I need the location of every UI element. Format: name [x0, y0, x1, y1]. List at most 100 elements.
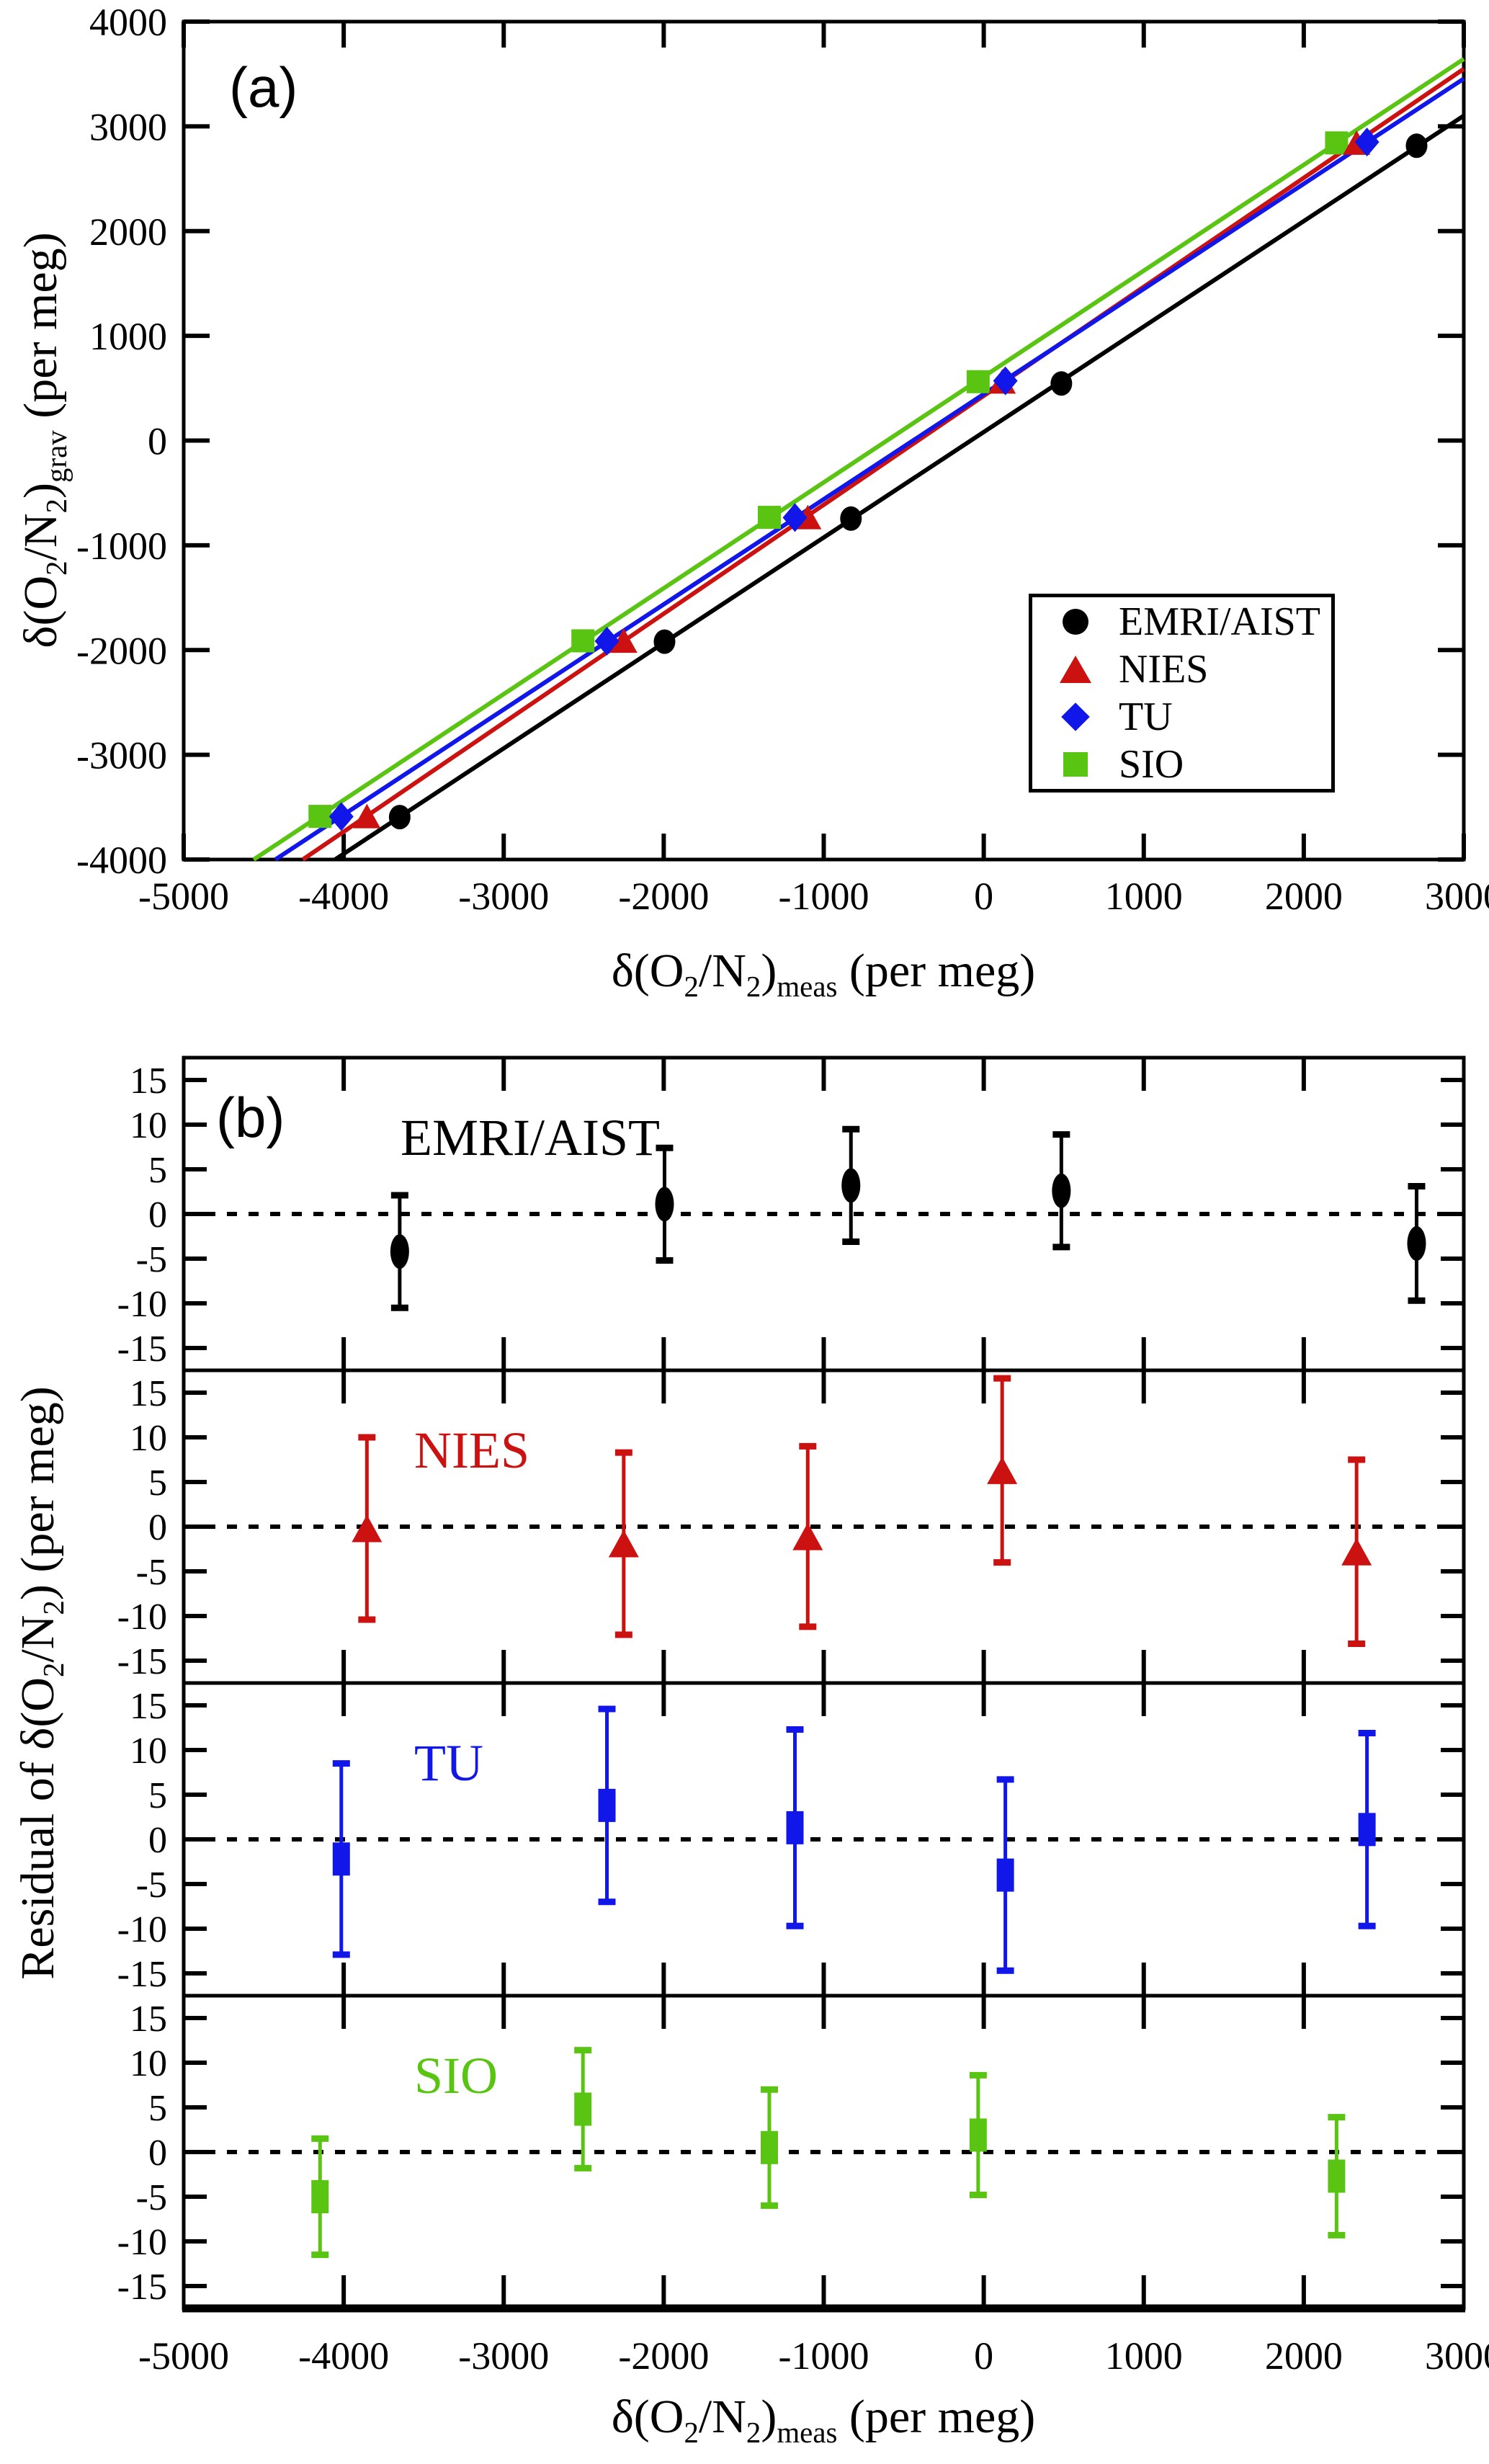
panel-b-y-tick-label: 0	[148, 1820, 167, 1861]
data-point-marker	[388, 805, 411, 830]
panel-a-x-tick-label: 3000	[1425, 875, 1489, 918]
legend: EMRI/AIST NIES TU SIO	[1029, 594, 1335, 793]
panel-a-y-tick-label: -1000	[76, 525, 167, 568]
label-subscript: 2	[746, 2416, 761, 2450]
diamond-marker-icon	[1032, 702, 1119, 731]
panel-b-x-tick-label: 0	[974, 2334, 993, 2378]
panel-a-letter: (a)	[229, 55, 298, 119]
panel-b-y-tick-label: 5	[148, 2088, 167, 2129]
panel-b-y-tick-label: 0	[148, 1195, 167, 1236]
data-point-marker	[782, 503, 808, 532]
data-point-marker	[609, 628, 638, 653]
data-point-marker	[786, 1811, 804, 1844]
panel-a-series-SIO	[252, 57, 1465, 862]
fit-line	[334, 114, 1465, 862]
panel-a-x-tick-label: -5000	[138, 875, 229, 918]
label-text: /N	[11, 1615, 64, 1663]
label-text: /N	[14, 513, 67, 561]
label-text: Residual of δ(O	[11, 1677, 64, 1980]
panel-b-series-label-SIO: SIO	[414, 2047, 498, 2104]
panel-b-y-tick-label: -5	[136, 1239, 167, 1280]
data-point-marker	[390, 1234, 409, 1269]
label-text: δ(O	[611, 945, 684, 997]
panel-b-y-tick-label: 10	[130, 1418, 167, 1459]
fit-line	[301, 67, 1465, 862]
data-point-marker	[993, 366, 1018, 396]
panel-b-x-tick-label: -3000	[458, 2334, 549, 2378]
panel-b-plot: 151050-5-10-15151050-5-10-15151050-5-10-…	[117, 1055, 1489, 2378]
panel-b-y-tick-label: 5	[148, 1150, 167, 1191]
panel-b-y-tick-label: 15	[130, 1686, 167, 1727]
data-point-marker	[1328, 2159, 1346, 2193]
panel-a-markers-TU	[328, 128, 1380, 831]
label-subscript: 2	[746, 970, 761, 1004]
legend-item-EMRI-AIST: EMRI/AIST	[1032, 599, 1331, 645]
label-text: (per meg)	[837, 2391, 1036, 2443]
data-point-marker	[608, 1530, 639, 1558]
panel-b-y-tick-label: 5	[148, 1463, 167, 1504]
data-point-marker	[594, 626, 620, 656]
panel-a-x-tick-label: -4000	[298, 875, 389, 918]
panel-b-x-tick-label: 1000	[1105, 2334, 1183, 2378]
square-marker-icon	[1032, 752, 1119, 777]
legend-label: EMRI/AIST	[1119, 599, 1320, 644]
data-point-marker	[966, 370, 990, 393]
panel-a-x-tick-label: -2000	[618, 875, 709, 918]
panel-b-x-tick-label: 3000	[1425, 2334, 1489, 2378]
data-point-marker	[571, 629, 595, 653]
panel-b-y-tick-label: 15	[130, 1061, 167, 1102]
panel-b-y-tick-label: 15	[130, 1373, 167, 1414]
panel-a-y-tick-label: 4000	[89, 1, 167, 44]
data-point-marker	[1325, 131, 1349, 155]
panel-b-y-tick-label: 10	[130, 1105, 167, 1146]
panel-b-x-tick-label: -5000	[138, 2334, 229, 2378]
data-point-marker	[655, 1187, 674, 1222]
panel-a-y-tick-label: 2000	[89, 210, 167, 254]
panel-b-x-tick-label: 2000	[1265, 2334, 1343, 2378]
data-point-marker	[653, 629, 676, 654]
panel-a-series-NIES	[301, 67, 1465, 862]
data-point-marker	[1050, 371, 1073, 396]
label-subscript: 2	[37, 1600, 71, 1615]
label-subscript: meas	[777, 2416, 838, 2450]
panel-b-x-tick-label: -2000	[618, 2334, 709, 2378]
panel-a-y-tick-label: 0	[148, 420, 167, 463]
panel-b-y-tick-label: -15	[117, 2267, 167, 2308]
label-text: )	[761, 945, 777, 997]
legend-item-NIES: NIES	[1032, 646, 1331, 692]
label-subscript: 2	[40, 498, 73, 514]
panel-b-series-label-TU: TU	[414, 1734, 483, 1792]
legend-label: SIO	[1119, 742, 1184, 787]
data-point-marker	[328, 802, 354, 831]
panel-b-letter: (b)	[216, 1086, 285, 1149]
panel-b-y-tick-label: 15	[130, 1999, 167, 2040]
label-subscript: meas	[777, 970, 838, 1004]
panel-a-y-tick-label: 1000	[89, 315, 167, 358]
data-point-marker	[1052, 1173, 1071, 1208]
panel-a-x-tick-label: 2000	[1265, 875, 1343, 918]
fit-line	[252, 57, 1465, 862]
panel-a-series-EMRI-AIST	[334, 114, 1465, 862]
data-point-marker	[1354, 128, 1380, 157]
data-point-marker	[311, 2180, 329, 2213]
data-point-marker	[760, 2130, 778, 2164]
panel-b-x-tick-label: -4000	[298, 2334, 389, 2378]
label-subscript: 2	[37, 1662, 71, 1678]
panel-a-y-tick-label: -2000	[76, 629, 167, 672]
panel-b-y-tick-label: -15	[117, 1641, 167, 1682]
panel-b-x-axis-label: δ(O2/N2)meas (per meg)	[612, 2393, 1036, 2448]
panel-a-markers-SIO	[308, 131, 1349, 829]
data-point-marker	[598, 1788, 616, 1822]
label-text: )	[761, 2391, 777, 2443]
panel-a-x-axis-label: δ(O2/N2)meas (per meg)	[612, 947, 1036, 1002]
data-point-marker	[841, 1168, 861, 1203]
label-subscript: 2	[40, 561, 73, 576]
panel-a-plot: -5000-4000-3000-2000-10000100020003000-4…	[76, 1, 1489, 918]
label-text: /N	[698, 945, 746, 997]
panel-a-y-tick-label: -4000	[76, 839, 167, 882]
data-point-marker	[1341, 1537, 1372, 1566]
data-point-marker	[840, 506, 862, 531]
panel-a-y-axis-label: δ(O2/N2)grav (per meg)	[14, 232, 73, 648]
